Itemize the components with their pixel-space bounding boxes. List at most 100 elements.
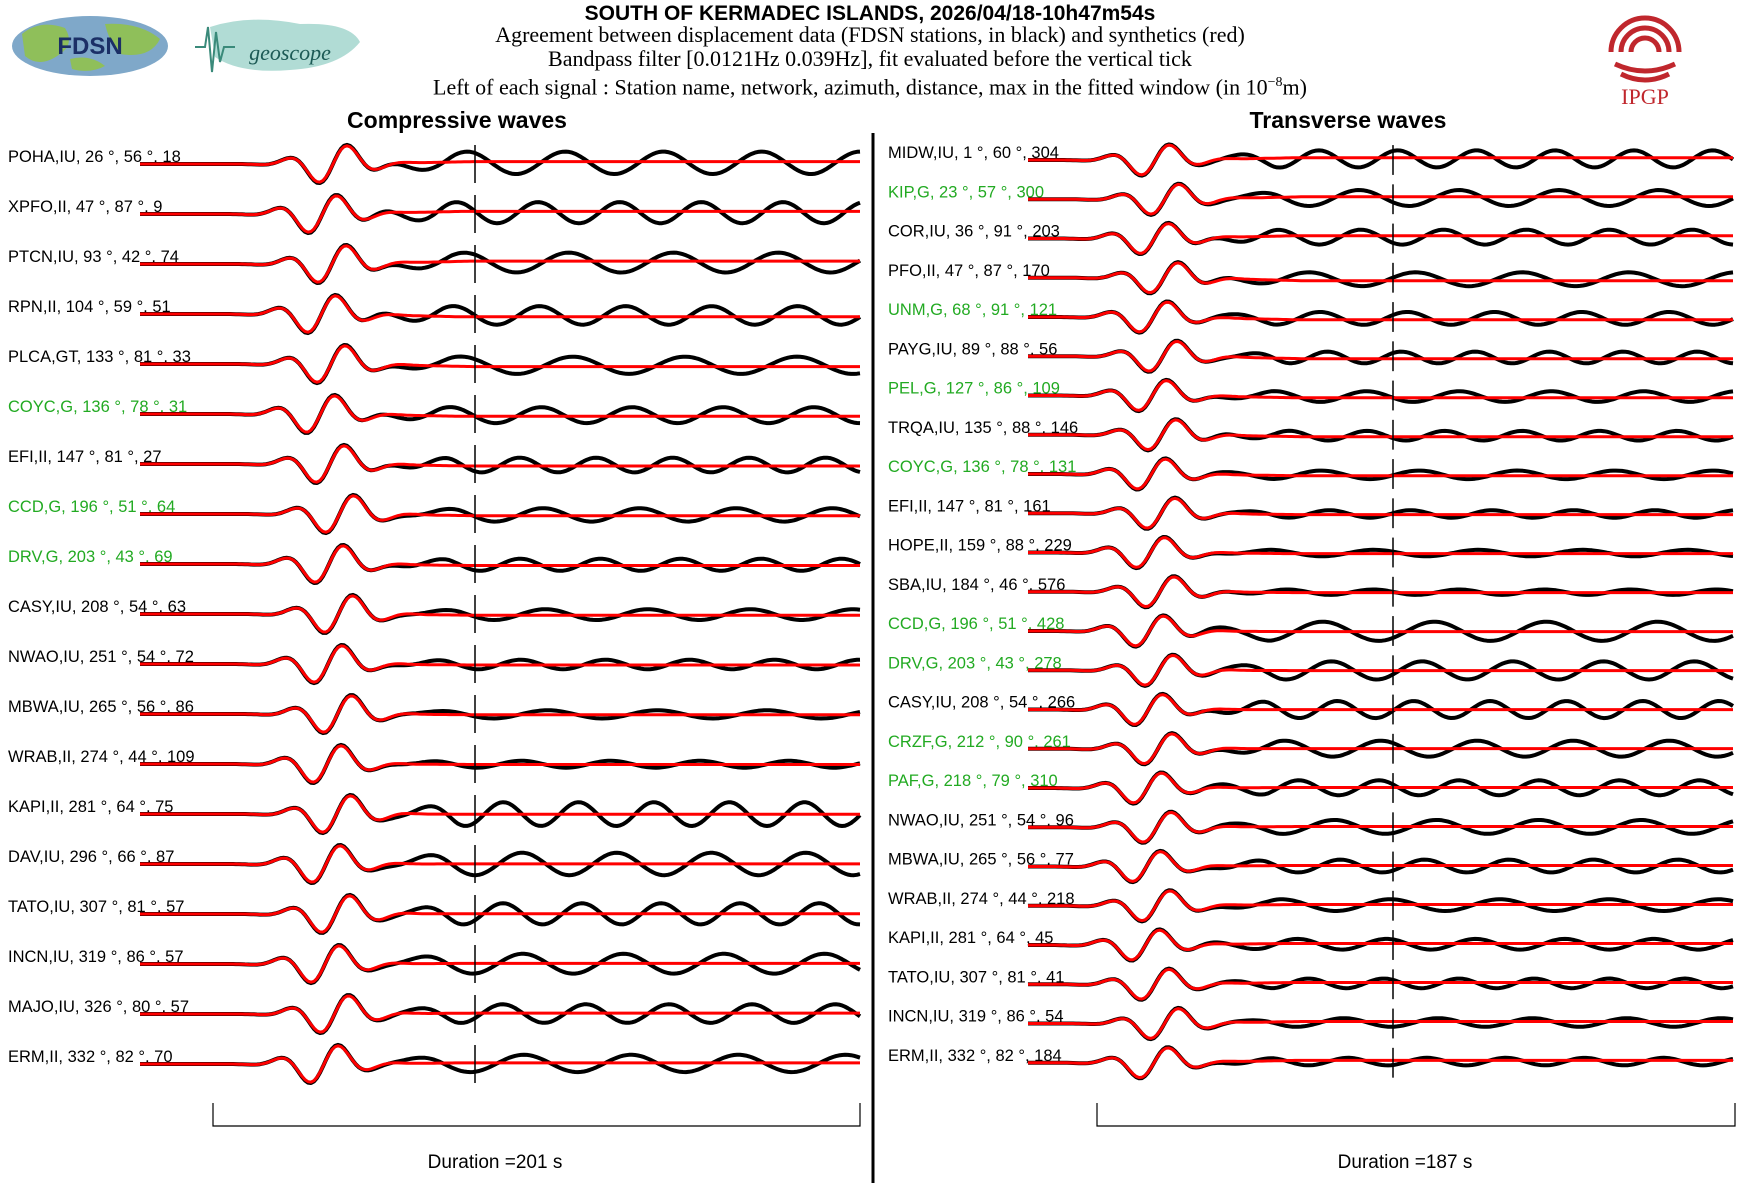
panel-title: Transverse waves bbox=[1250, 107, 1447, 133]
station-label: TATO,IU, 307 °, 81 °, 57 bbox=[8, 898, 184, 916]
synthetic-trace bbox=[1027, 889, 1733, 923]
station-label: POHA,IU, 26 °, 56 °, 18 bbox=[8, 148, 181, 166]
synthetic-trace bbox=[1028, 300, 1733, 334]
station-label: RPN,II, 104 °, 59 °, 51 bbox=[8, 298, 171, 316]
synthetic-trace bbox=[1028, 496, 1733, 530]
synthetic-trace bbox=[1028, 261, 1733, 294]
synthetic-trace bbox=[140, 244, 860, 284]
duration-label: Duration =187 s bbox=[1338, 1152, 1473, 1173]
station-label: WRAB,II, 274 °, 44 °, 109 bbox=[8, 748, 195, 766]
synthetic-trace bbox=[140, 344, 860, 384]
synthetic-trace bbox=[1028, 340, 1733, 373]
station-label: DRV,G, 203 °, 43 °, 278 bbox=[888, 654, 1062, 672]
synthetic-trace bbox=[140, 544, 860, 584]
station-label: PAF,G, 218 °, 79 °, 310 bbox=[888, 772, 1058, 790]
synthetic-trace bbox=[140, 944, 860, 984]
synthetic-trace bbox=[1027, 967, 1733, 1001]
station-label: CASY,IU, 208 °, 54 °, 266 bbox=[888, 694, 1075, 712]
data-trace bbox=[1028, 377, 1734, 414]
station-label: INCN,IU, 319 °, 86 °, 54 bbox=[888, 1008, 1064, 1026]
geoscope-logo: geoscope bbox=[195, 19, 360, 73]
synthetic-trace bbox=[140, 294, 860, 334]
ipgp-logo: IPGP bbox=[1608, 15, 1682, 108]
synthetic-trace bbox=[1028, 575, 1733, 608]
synthetic-trace bbox=[1028, 654, 1733, 687]
station-label: PEL,G, 127 °, 86 °, 109 bbox=[888, 380, 1060, 398]
station-label: COR,IU, 36 °, 91 °, 203 bbox=[888, 223, 1060, 241]
synthetic-trace bbox=[140, 794, 860, 834]
station-label: EFI,II, 147 °, 81 °, 161 bbox=[888, 497, 1051, 515]
station-label: MIDW,IU, 1 °, 60 °, 304 bbox=[888, 144, 1059, 162]
synthetic-trace bbox=[1028, 928, 1733, 962]
station-label: NWAO,IU, 251 °, 54 °, 96 bbox=[888, 811, 1074, 829]
station-label: MBWA,IU, 265 °, 56 °, 77 bbox=[888, 851, 1074, 869]
synthetic-trace bbox=[1028, 850, 1733, 883]
duration-bracket bbox=[212, 1103, 861, 1127]
synthetic-trace bbox=[140, 444, 860, 484]
fdsn-logo: FDSN bbox=[12, 16, 168, 76]
panel-title: Compressive waves bbox=[347, 107, 567, 133]
synthetic-trace bbox=[140, 194, 860, 234]
synthetic-trace bbox=[1028, 693, 1733, 726]
synthetic-trace bbox=[1027, 1046, 1733, 1079]
station-label: UNM,G, 68 °, 91 °, 121 bbox=[888, 301, 1057, 319]
synthetic-trace bbox=[140, 144, 860, 184]
fdsn-logo-text: FDSN bbox=[57, 33, 122, 60]
data-trace bbox=[1028, 417, 1734, 453]
station-label: CCD,G, 196 °, 51 °, 64 bbox=[8, 498, 175, 516]
subtitle-line-1: Agreement between displacement data (FDS… bbox=[495, 22, 1245, 47]
synthetic-trace bbox=[1028, 1007, 1733, 1040]
synthetic-trace bbox=[1028, 182, 1733, 216]
station-label: COYC,G, 136 °, 78 °, 31 bbox=[8, 398, 187, 416]
data-trace bbox=[1028, 338, 1734, 374]
station-label: MAJO,IU, 326 °, 80 °, 57 bbox=[8, 998, 189, 1016]
station-label: PLCA,GT, 133 °, 81 °, 33 bbox=[8, 348, 191, 366]
station-label: PAYG,IU, 89 °, 88 °, 56 bbox=[888, 340, 1057, 358]
subtitle-line-2: Bandpass filter [0.0121Hz 0.039Hz], fit … bbox=[548, 46, 1192, 71]
synthetic-trace bbox=[1028, 457, 1733, 491]
synthetic-trace bbox=[1028, 222, 1733, 255]
synthetic-trace bbox=[140, 494, 860, 534]
station-label: MBWA,IU, 265 °, 56 °, 86 bbox=[8, 698, 194, 716]
geoscope-logo-text: geoscope bbox=[249, 40, 331, 65]
station-label: INCN,IU, 319 °, 86 °, 57 bbox=[8, 948, 184, 966]
synthetic-trace bbox=[1028, 418, 1733, 452]
synthetic-trace bbox=[1028, 771, 1733, 805]
ipgp-logo-text: IPGP bbox=[1621, 84, 1669, 108]
synthetic-trace bbox=[140, 844, 860, 884]
synthetic-trace bbox=[1028, 143, 1733, 177]
station-label: PTCN,IU, 93 °, 42 °, 74 bbox=[8, 248, 179, 266]
station-label: TRQA,IU, 135 °, 88 °, 146 bbox=[888, 419, 1078, 437]
station-label: COYC,G, 136 °, 78 °, 131 bbox=[888, 458, 1076, 476]
synthetic-trace bbox=[140, 594, 860, 634]
station-label: NWAO,IU, 251 °, 54 °, 72 bbox=[8, 648, 194, 666]
station-label: KIP,G, 23 °, 57 °, 300 bbox=[888, 183, 1044, 201]
station-label: DRV,G, 203 °, 43 °, 69 bbox=[8, 548, 173, 566]
station-label: CCD,G, 196 °, 51 °, 428 bbox=[888, 615, 1064, 633]
duration-label: Duration =201 s bbox=[428, 1152, 563, 1173]
duration-bracket bbox=[1096, 1103, 1736, 1127]
station-label: EFI,II, 147 °, 81 °, 27 bbox=[8, 448, 162, 466]
data-trace bbox=[1028, 456, 1734, 492]
synthetic-trace bbox=[1028, 614, 1733, 648]
synthetic-trace bbox=[140, 694, 860, 734]
station-label: CASY,IU, 208 °, 54 °, 63 bbox=[8, 598, 186, 616]
synthetic-trace bbox=[140, 644, 860, 684]
station-label: ERM,II, 332 °, 82 °, 70 bbox=[8, 1048, 173, 1066]
synthetic-trace bbox=[140, 744, 860, 784]
station-label: WRAB,II, 274 °, 44 °, 218 bbox=[888, 890, 1075, 908]
synthetic-trace bbox=[1028, 811, 1733, 844]
synthetic-trace bbox=[140, 994, 860, 1034]
synthetic-trace bbox=[140, 394, 860, 434]
station-label: DAV,IU, 296 °, 66 °, 87 bbox=[8, 848, 174, 866]
station-label: TATO,IU, 307 °, 81 °, 41 bbox=[888, 968, 1064, 986]
station-label: XPFO,II, 47 °, 87 °, 9 bbox=[8, 198, 162, 216]
synthetic-trace bbox=[140, 1044, 860, 1084]
synthetic-trace bbox=[1028, 536, 1733, 569]
figure-title: SOUTH OF KERMADEC ISLANDS, 2026/04/18-10… bbox=[584, 2, 1156, 25]
station-label: KAPI,II, 281 °, 64 °, 75 bbox=[8, 798, 173, 816]
station-label: CRZF,G, 212 °, 90 °, 261 bbox=[888, 733, 1071, 751]
subtitle-line-3: Left of each signal : Station name, netw… bbox=[433, 74, 1307, 100]
station-label: ERM,II, 332 °, 82 °, 184 bbox=[888, 1047, 1062, 1065]
